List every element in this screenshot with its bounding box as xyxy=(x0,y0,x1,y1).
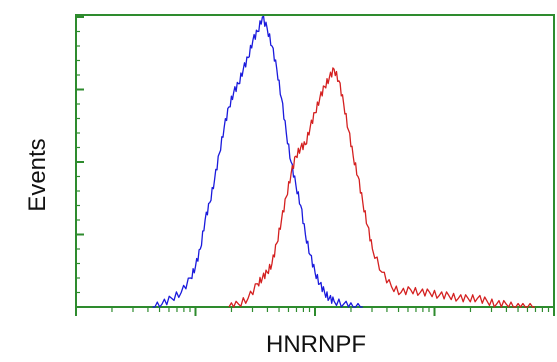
series-layer xyxy=(152,15,535,308)
y-axis-ticks xyxy=(76,16,84,308)
x-axis-label: HNRNPF xyxy=(266,331,366,358)
series-2-line xyxy=(228,67,535,308)
plot-frame xyxy=(75,14,555,308)
series-1-line xyxy=(152,15,363,308)
y-axis-label: Events xyxy=(24,138,51,211)
x-axis-ticks xyxy=(75,307,555,316)
